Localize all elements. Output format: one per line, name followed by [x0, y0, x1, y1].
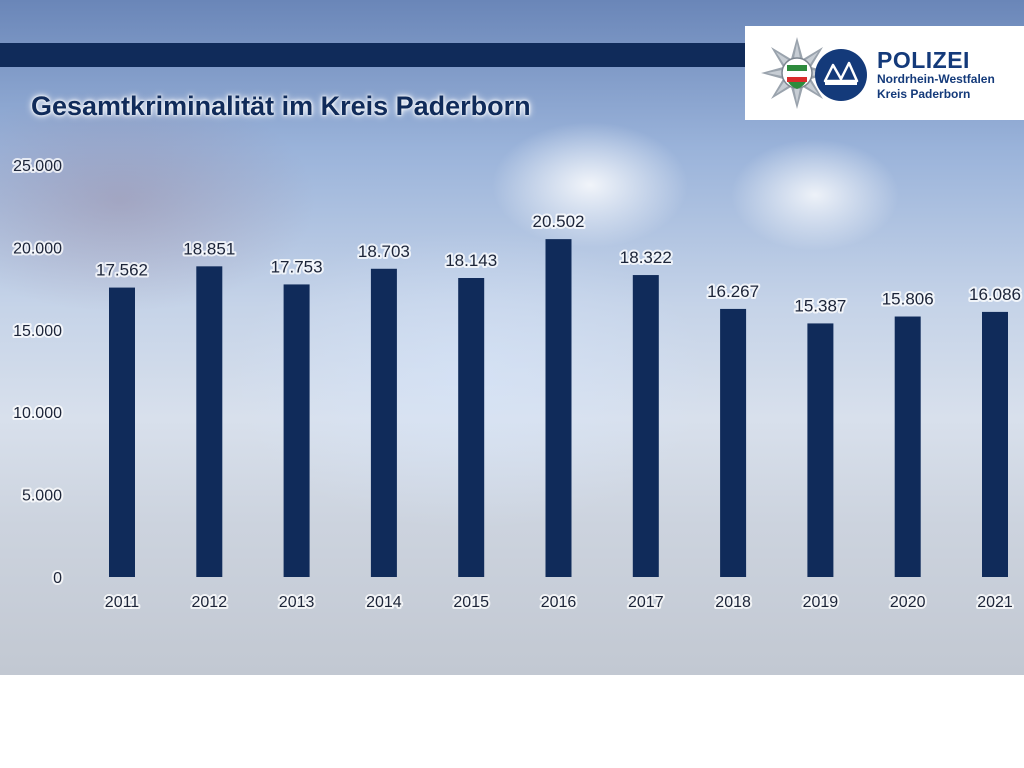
logo-region: Nordrhein-Westfalen	[877, 72, 995, 86]
value-label-2013: 17.753	[271, 257, 323, 276]
x-tick-label-2019: 2019	[803, 594, 839, 611]
bar-chart: 0 5.000 10.000 15.000 20.000 25.000 17.562 18.…	[11, 156, 1023, 613]
y-tick-label: 5.000	[22, 488, 62, 505]
bar-2016	[545, 239, 572, 577]
x-tick-label-2017: 2017	[628, 594, 664, 611]
police-logo: POLIZEI Nordrhein-Westfalen Kreis Paderb…	[745, 26, 1024, 120]
value-labels: 17.562 18.851 17.753 18.703 18.143 20.502 18.3…	[94, 210, 1023, 317]
police-star-icon	[761, 37, 867, 109]
y-tick-label: 15.000	[13, 323, 62, 340]
bar-2013	[283, 284, 310, 577]
x-tick-label-2020: 2020	[890, 594, 926, 611]
value-label-2012: 18.851	[183, 239, 235, 258]
logo-district: Kreis Paderborn	[877, 87, 971, 101]
bar-2018	[720, 308, 747, 577]
bar-2011	[109, 287, 135, 577]
bar-2014	[370, 268, 397, 577]
value-label-2014: 18.703	[358, 242, 410, 261]
chart-title: Gesamtkriminalität im Kreis Paderborn	[31, 91, 531, 121]
value-label-2020: 15.806	[882, 290, 934, 309]
value-label-2019: 15.387	[794, 296, 846, 315]
x-tick-label-2012: 2012	[192, 594, 228, 611]
bar-2015	[458, 278, 485, 577]
y-tick-label: 0	[53, 570, 62, 587]
y-axis: 0 5.000 10.000 15.000 20.000 25.000	[11, 156, 64, 589]
bar-2021	[982, 311, 1008, 577]
bar-2019	[807, 323, 834, 577]
bar-2017	[632, 275, 659, 577]
x-tick-label-2018: 2018	[715, 594, 751, 611]
x-tick-label-2021: 2021	[977, 594, 1013, 611]
value-label-2011: 17.562	[96, 261, 148, 280]
x-tick-label-2015: 2015	[453, 594, 489, 611]
x-tick-label-2011: 2011	[105, 594, 140, 611]
header-band	[0, 43, 745, 67]
background-photo: POLIZEI Nordrhein-Westfalen Kreis Paderb…	[0, 0, 1024, 675]
y-tick-label: 20.000	[13, 240, 62, 257]
x-tick-label-2014: 2014	[366, 594, 402, 611]
value-label-2015: 18.143	[445, 251, 497, 270]
y-tick-label: 25.000	[13, 158, 62, 175]
x-axis: 2011 2012 2013 2014 2015 2016 2017 2018 2019 2020…	[103, 592, 1015, 613]
x-tick-label-2013: 2013	[279, 594, 315, 611]
value-label-2021: 16.086	[969, 285, 1021, 304]
y-tick-label: 10.000	[13, 405, 62, 422]
x-tick-label-2016: 2016	[541, 594, 577, 611]
value-label-2016: 20.502	[533, 212, 585, 231]
bars	[109, 239, 1008, 577]
bar-2020	[894, 316, 921, 577]
value-label-2017: 18.322	[620, 248, 672, 267]
logo-title: POLIZEI	[877, 47, 970, 73]
value-label-2018: 16.267	[707, 282, 759, 301]
bar-2012	[196, 266, 223, 577]
